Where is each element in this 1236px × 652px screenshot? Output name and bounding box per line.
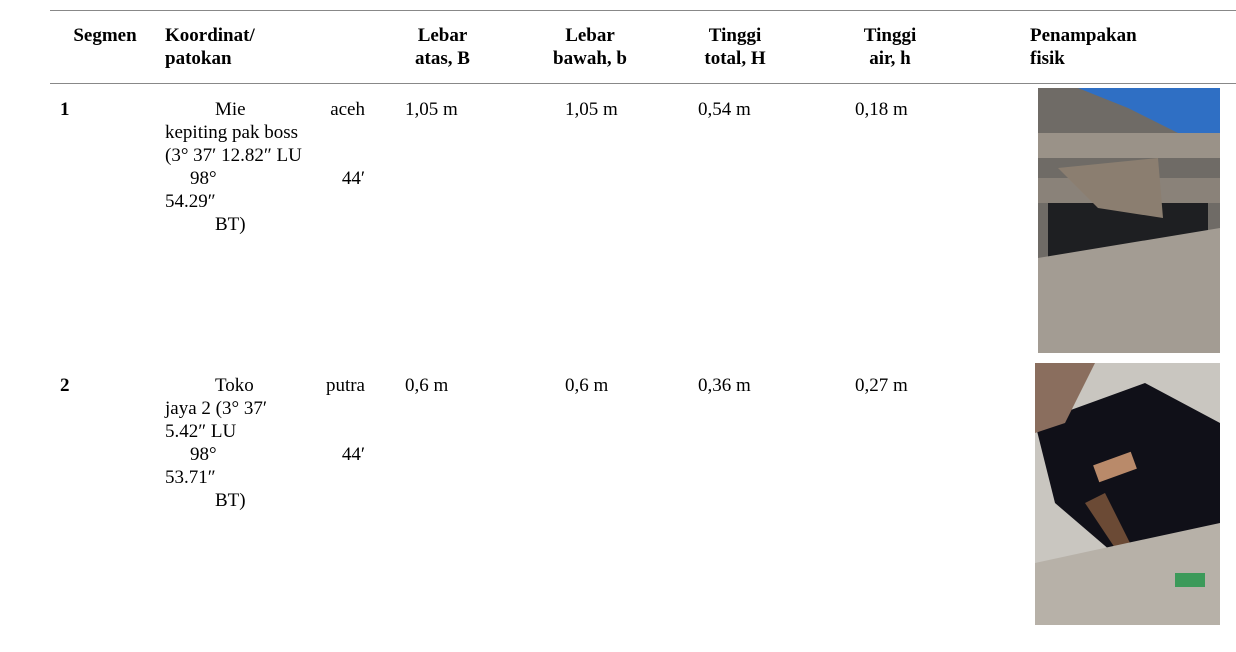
- segment-number: 1: [60, 99, 70, 120]
- coordinate-line: jaya 2 (3° 37′: [165, 398, 267, 419]
- tinggi-total-value: 0,36 m: [698, 375, 751, 396]
- segment-number: 2: [60, 375, 70, 396]
- tinggi-air-value: 0,27 m: [855, 375, 908, 396]
- coordinate-word: 98°: [190, 444, 217, 465]
- coordinate-word: 98°: [190, 168, 217, 189]
- coordinate-line: Mie aceh: [165, 98, 365, 121]
- coordinate-line: (3° 37′ 12.82″ LU: [165, 145, 302, 166]
- lebar-bawah-value: 1,05 m: [565, 99, 618, 120]
- header-text: bawah, b: [553, 48, 627, 69]
- header-text: fisik: [1030, 48, 1065, 69]
- coordinate-word: aceh: [330, 99, 365, 120]
- header-cell: Koordinat/patokan: [165, 24, 365, 70]
- coordinate-word: 44′: [341, 444, 365, 465]
- coordinate-cell: Mie aceh kepiting pak boss (3° 37′ 12.82″ L…: [165, 98, 365, 236]
- header-text: total, H: [704, 48, 766, 69]
- coordinate-word: Toko: [215, 375, 254, 396]
- lebar-atas-value: 0,6 m: [405, 375, 449, 396]
- coordinate-line: 54.29″: [165, 191, 216, 212]
- header-text: atas, B: [415, 48, 470, 69]
- coordinate-word: putra: [325, 375, 365, 396]
- header-cell: Tinggi air, h: [835, 24, 945, 70]
- coordinate-line: 5.42″ LU: [165, 421, 237, 442]
- coordinate-line: kepiting pak boss: [165, 122, 298, 143]
- header-text: Koordinat/: [165, 25, 255, 46]
- photo-segment-1: [1038, 88, 1220, 353]
- table-top-rule: [50, 10, 1236, 11]
- coordinate-line: BT): [215, 214, 246, 235]
- coordinate-word: Mie: [215, 99, 246, 120]
- coordinate-line: Toko putra: [165, 374, 365, 397]
- lebar-bawah-value: 0,6 m: [565, 375, 609, 396]
- lebar-atas-value: 1,05 m: [405, 99, 458, 120]
- header-text: patokan: [165, 48, 232, 69]
- header-text: Segmen: [73, 25, 137, 46]
- coordinate-line: BT): [215, 490, 246, 511]
- tinggi-total-value: 0,54 m: [698, 99, 751, 120]
- header-text: Tinggi: [863, 25, 917, 46]
- header-text: air, h: [869, 48, 911, 69]
- coordinate-cell: Toko putra jaya 2 (3° 37′ 5.42″ LU 98° 44′ 53.…: [165, 374, 365, 512]
- coordinate-word: 44′: [341, 168, 365, 189]
- tinggi-air-value: 0,18 m: [855, 99, 908, 120]
- header-cell: Penampakan fisik: [1030, 24, 1220, 70]
- header-text: Lebar: [417, 25, 468, 46]
- coordinate-line: 98° 44′: [165, 443, 365, 466]
- header-text: Tinggi: [708, 25, 762, 46]
- header-cell: Lebar atas, B: [385, 24, 500, 70]
- photo-segment-2: [1035, 363, 1220, 625]
- coordinate-line: 53.71″: [165, 467, 216, 488]
- header-cell: Segmen: [60, 24, 150, 47]
- header-text: Penampakan: [1030, 25, 1137, 46]
- coordinate-line: 98° 44′: [165, 167, 365, 190]
- header-cell: Tinggi total, H: [680, 24, 790, 70]
- header-cell: Lebar bawah, b: [530, 24, 650, 70]
- header-rule: [50, 83, 1236, 84]
- header-text: Lebar: [565, 25, 615, 46]
